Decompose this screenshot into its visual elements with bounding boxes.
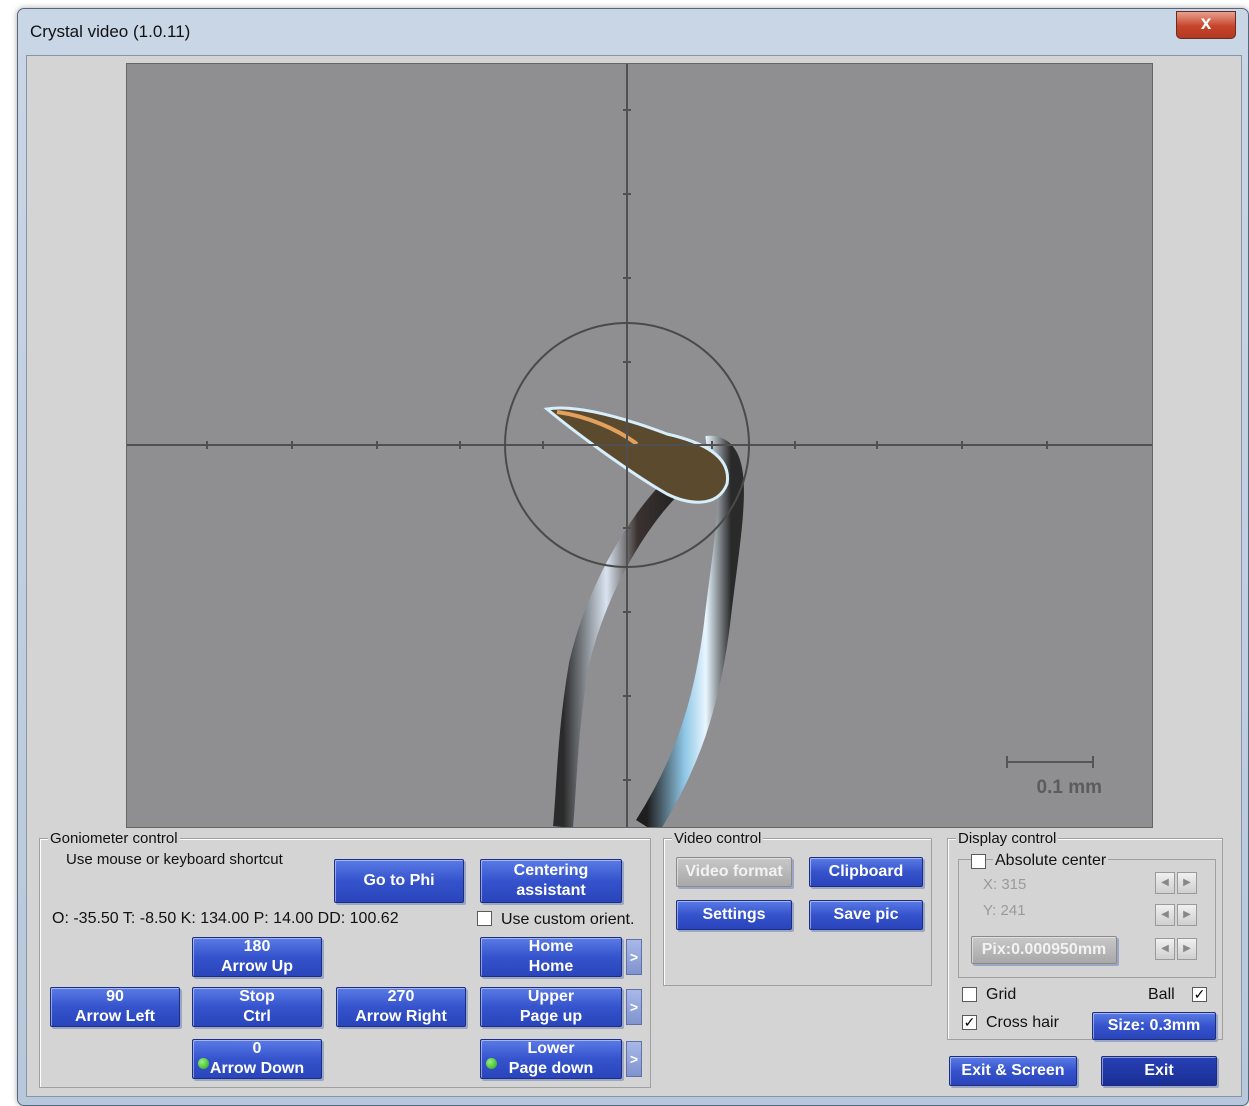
video-control-group: Video control Video format Clipboard Set… bbox=[663, 830, 932, 986]
x-increment-button[interactable]: ▶ bbox=[1177, 872, 1197, 894]
clipboard-button[interactable]: Clipboard bbox=[809, 857, 923, 887]
pix-decrement-button[interactable]: ◀ bbox=[1155, 938, 1175, 960]
video-control-legend: Video control bbox=[672, 830, 764, 847]
arrow-right-button[interactable]: 270 Arrow Right bbox=[336, 987, 466, 1027]
upper-button[interactable]: Upper Page up bbox=[480, 987, 622, 1027]
status-led-icon bbox=[198, 1058, 209, 1069]
size-button[interactable]: Size: 0.3mm bbox=[1092, 1012, 1216, 1040]
arrow-right-icon: ▶ bbox=[1183, 877, 1191, 888]
y-increment-button[interactable]: ▶ bbox=[1177, 904, 1197, 926]
scale-bar-label: 0.1 mm bbox=[1036, 777, 1102, 798]
lower-button[interactable]: Lower Page down bbox=[480, 1039, 622, 1079]
chevron-right-icon: > bbox=[629, 949, 639, 965]
absolute-center-checkbox[interactable] bbox=[971, 854, 986, 869]
arrow-left-icon: ◀ bbox=[1161, 877, 1169, 888]
absolute-center-label: Absolute center bbox=[993, 852, 1109, 870]
home-button[interactable]: Home Home bbox=[480, 937, 622, 977]
arrow-down-button[interactable]: 0 Arrow Down bbox=[192, 1039, 322, 1079]
settings-button[interactable]: Settings bbox=[676, 900, 792, 930]
chevron-right-icon: > bbox=[629, 999, 639, 1015]
use-custom-orient-label: Use custom orient. bbox=[501, 911, 635, 928]
arrow-up-button[interactable]: 180 Arrow Up bbox=[192, 937, 322, 977]
loop-right-strand bbox=[636, 435, 744, 827]
loop-left-strand bbox=[553, 466, 694, 827]
upper-chevron-button[interactable]: > bbox=[626, 989, 642, 1025]
video-overlay bbox=[127, 64, 1152, 827]
lower-chevron-button[interactable]: > bbox=[626, 1041, 642, 1077]
close-icon: x bbox=[1200, 13, 1212, 34]
center-subgroup: Absolute center X: 315 Y: 241 ◀ ▶ ◀ ▶ Pi… bbox=[958, 852, 1216, 978]
use-custom-orient-checkbox[interactable] bbox=[477, 911, 492, 926]
stop-button[interactable]: Stop Ctrl bbox=[192, 987, 322, 1027]
scale-bar bbox=[1006, 756, 1094, 768]
exit-button[interactable]: Exit bbox=[1101, 1056, 1217, 1086]
app-window: Crystal video (1.0.11) x bbox=[17, 8, 1249, 1106]
home-chevron-button[interactable]: > bbox=[626, 939, 642, 975]
close-button[interactable]: x bbox=[1176, 11, 1236, 39]
display-control-legend: Display control bbox=[956, 830, 1059, 847]
centering-assistant-button[interactable]: Centering assistant bbox=[480, 859, 622, 903]
video-view[interactable]: 0.1 mm bbox=[126, 63, 1153, 828]
goniometer-control-group: Goniometer control Use mouse or keyboard… bbox=[39, 830, 651, 1088]
grid-label: Grid bbox=[986, 986, 1017, 1003]
arrow-left-icon: ◀ bbox=[1161, 909, 1169, 920]
display-control-group: Display control Absolute center X: 315 Y… bbox=[947, 830, 1223, 1040]
ball-circle bbox=[504, 322, 750, 568]
y-decrement-button[interactable]: ◀ bbox=[1155, 904, 1175, 926]
arrow-right-icon: ▶ bbox=[1183, 909, 1191, 920]
checkmark-icon: ✓ bbox=[1193, 986, 1206, 1002]
center-x-readout: X: 315 bbox=[983, 876, 1027, 893]
cross-hair-checkbox[interactable]: ✓ bbox=[962, 1015, 977, 1030]
status-led-icon bbox=[486, 1058, 497, 1069]
pixel-size-button[interactable]: Pix:0.000950mm bbox=[971, 936, 1117, 964]
goniometer-hint: Use mouse or keyboard shortcut bbox=[66, 851, 283, 868]
chevron-right-icon: > bbox=[629, 1051, 639, 1067]
go-to-phi-button[interactable]: Go to Phi bbox=[334, 859, 464, 903]
checkmark-icon: ✓ bbox=[963, 1014, 976, 1030]
crystal bbox=[543, 406, 729, 504]
x-decrement-button[interactable]: ◀ bbox=[1155, 872, 1175, 894]
goniometer-readout: O: -35.50 T: -8.50 K: 134.00 P: 14.00 DD… bbox=[52, 910, 399, 927]
goniometer-legend: Goniometer control bbox=[48, 830, 180, 847]
title-bar[interactable]: Crystal video (1.0.11) x bbox=[18, 9, 1248, 55]
video-format-button[interactable]: Video format bbox=[676, 857, 792, 887]
grid-checkbox[interactable] bbox=[962, 987, 977, 1002]
ball-label: Ball bbox=[1148, 986, 1175, 1003]
arrow-left-button[interactable]: 90 Arrow Left bbox=[50, 987, 180, 1027]
cross-hair-label: Cross hair bbox=[986, 1014, 1059, 1031]
window-title: Crystal video (1.0.11) bbox=[30, 22, 191, 41]
client-area: 0.1 mm Goniometer control Use mouse or k… bbox=[26, 55, 1242, 1097]
arrow-right-icon: ▶ bbox=[1183, 943, 1191, 954]
crystal-highlight bbox=[556, 410, 639, 446]
pix-increment-button[interactable]: ▶ bbox=[1177, 938, 1197, 960]
save-pic-button[interactable]: Save pic bbox=[809, 900, 923, 930]
exit-and-screen-button[interactable]: Exit & Screen bbox=[949, 1056, 1077, 1086]
crosshair-ticks bbox=[206, 109, 1048, 781]
ball-checkbox[interactable]: ✓ bbox=[1192, 987, 1207, 1002]
arrow-left-icon: ◀ bbox=[1161, 943, 1169, 954]
center-y-readout: Y: 241 bbox=[983, 902, 1026, 919]
